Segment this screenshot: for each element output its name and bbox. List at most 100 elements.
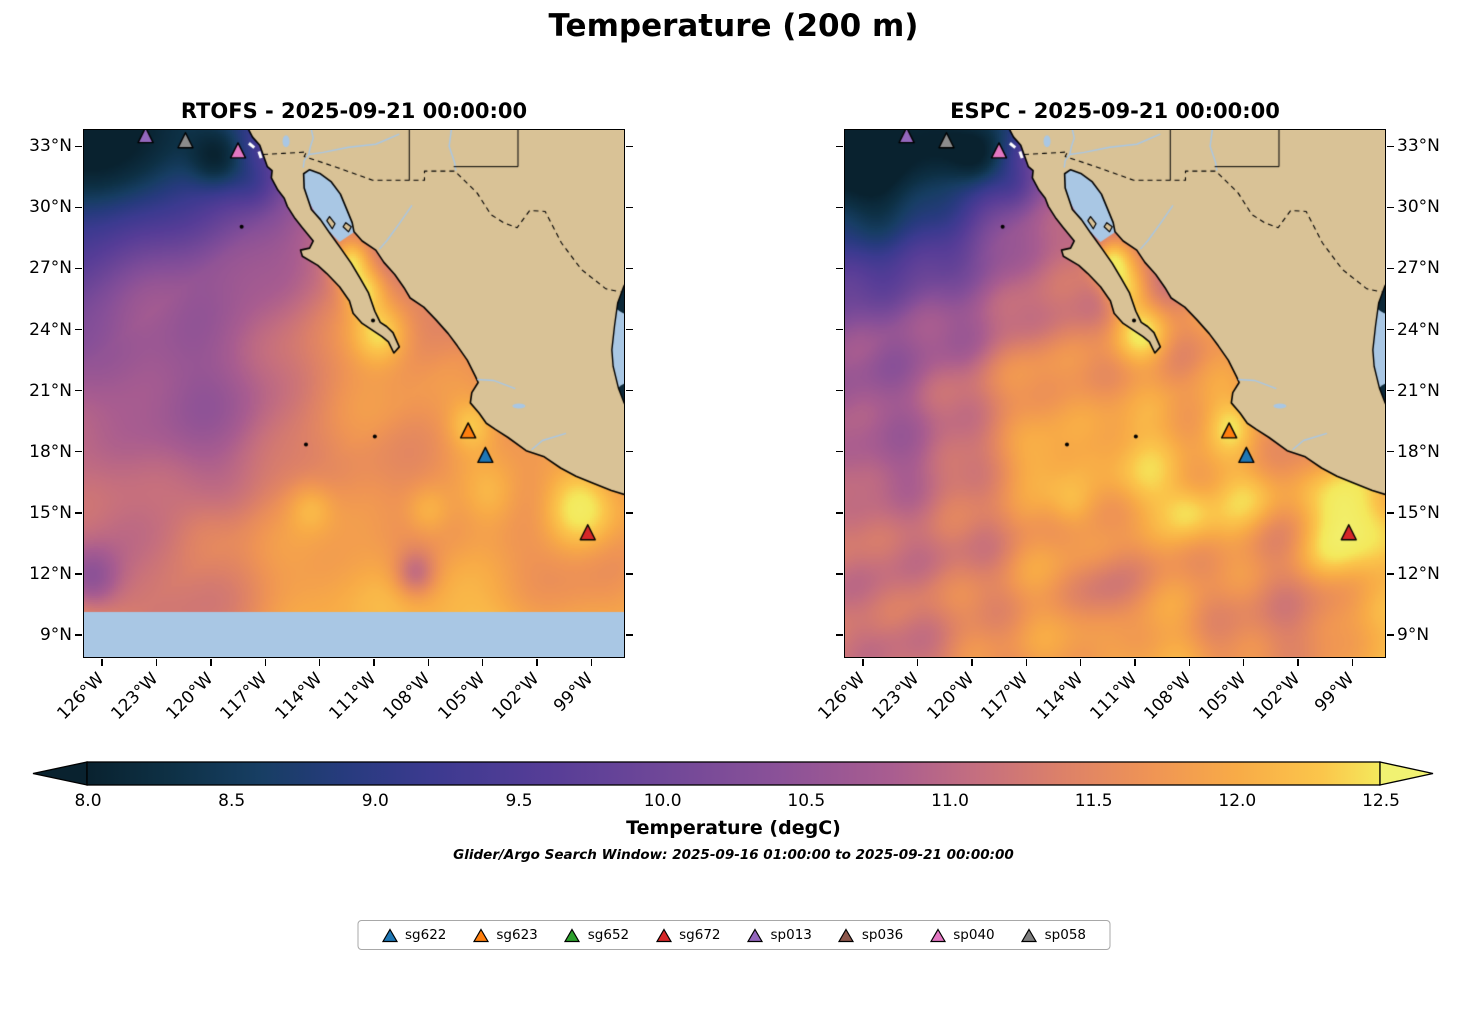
- y-tick-mark: [1387, 450, 1394, 453]
- colorbar-tick-label: 8.0: [74, 791, 102, 811]
- colorbar-gradient: [86, 761, 1381, 786]
- y-tick-mark: [626, 267, 633, 270]
- colorbar-extend-low: [32, 761, 88, 786]
- platform-triangle-icon: [929, 927, 946, 942]
- legend-item-sp036: sp036: [838, 927, 903, 943]
- platform-triangle-icon: [564, 927, 581, 942]
- legend-label: sg622: [405, 927, 447, 943]
- x-tick-mark: [481, 659, 484, 666]
- x-tick-mark: [1079, 659, 1082, 666]
- colorbar-tick-label: 12.0: [1218, 791, 1257, 811]
- x-tick-mark: [1134, 659, 1136, 666]
- platform-triangle-icon: [655, 927, 672, 942]
- x-tick-mark: [264, 659, 266, 666]
- colorbar-tick-label: 10.5: [787, 791, 826, 811]
- y-tick-mark: [836, 634, 843, 636]
- legend-label: sg652: [587, 927, 630, 943]
- y-tick-mark: [75, 328, 82, 331]
- y-tick-mark: [626, 512, 633, 514]
- y-tick-mark: [626, 450, 633, 453]
- platform-triangle-icon: [472, 927, 489, 942]
- x-tick-mark: [1025, 659, 1027, 666]
- legend-label: sp036: [861, 927, 904, 943]
- x-tick-mark: [101, 659, 103, 666]
- y-tick-mark: [1387, 512, 1394, 514]
- y-tick-mark: [626, 145, 633, 148]
- platform-triangle-icon: [746, 927, 764, 942]
- x-tick-mark: [1297, 659, 1299, 666]
- legend-item-sp013: sp013: [746, 927, 812, 943]
- legend-label: sp013: [770, 927, 812, 943]
- y-tick-mark: [1387, 328, 1394, 331]
- y-tick-mark: [836, 267, 843, 270]
- y-tick-mark: [75, 389, 82, 392]
- y-tick-mark: [626, 634, 633, 636]
- legend: sg622 sg623 sg652 sg672 sp013 sp036 sp040 sp058: [357, 920, 1110, 950]
- y-tick-mark: [626, 328, 633, 331]
- colorbar-label: Temperature (degC): [626, 817, 841, 839]
- y-tick-mark: [75, 512, 82, 514]
- legend-item-sg652: sg652: [564, 927, 629, 943]
- y-tick-mark: [1387, 145, 1394, 148]
- y-tick-mark: [1387, 206, 1394, 209]
- colorbar-tick-label: 8.5: [218, 791, 246, 811]
- y-tick-mark: [836, 389, 843, 392]
- y-tick-mark: [836, 512, 843, 514]
- y-tick-mark: [1387, 267, 1394, 270]
- colorbar-tick-label: 12.5: [1362, 791, 1400, 811]
- legend-item-sp058: sp058: [1021, 927, 1086, 943]
- x-tick-mark: [536, 659, 538, 666]
- map-canvas-rtofs: [84, 130, 624, 657]
- y-tick-mark: [75, 145, 82, 148]
- legend-label: sp058: [1044, 927, 1086, 943]
- y-tick-mark: [836, 145, 843, 148]
- legend-item-sp040: sp040: [929, 927, 995, 943]
- x-tick-mark: [427, 659, 430, 666]
- legend-item-sg622: sg622: [381, 927, 446, 943]
- colorbar-ticks: 8.0 8.5 9.0 9.5 10.0 10.5 11.0 11.5 12.0 12.5: [0, 791, 1467, 811]
- y-tick-mark: [75, 450, 82, 453]
- y-tick-mark: [1387, 389, 1394, 392]
- x-tick-mark: [971, 659, 973, 666]
- panel-title-espc: ESPC - 2025-09-21 00:00:00: [950, 99, 1280, 123]
- x-tick-mark: [318, 659, 321, 666]
- y-tick-mark: [75, 267, 82, 270]
- platform-triangle-icon: [1021, 927, 1038, 942]
- x-tick-mark: [1351, 659, 1354, 666]
- y-tick-mark: [626, 389, 633, 392]
- colorbar-tick-label: 11.0: [931, 791, 969, 811]
- y-tick-mark: [836, 450, 843, 453]
- x-tick-mark: [373, 659, 375, 666]
- y-tick-mark: [75, 573, 82, 575]
- legend-label: sg672: [679, 927, 721, 943]
- colorbar-tick-label: 10.0: [643, 791, 682, 811]
- x-tick-mark: [916, 659, 919, 666]
- platform-triangle-icon: [838, 927, 855, 942]
- x-tick-mark: [862, 659, 864, 666]
- y-tick-mark: [836, 573, 843, 575]
- legend-label: sg623: [496, 927, 538, 943]
- y-tick-mark: [836, 206, 843, 209]
- x-tick-mark: [1242, 659, 1245, 666]
- y-tick-mark: [626, 206, 633, 209]
- y-tick-mark: [75, 206, 82, 209]
- y-tick-mark: [1387, 634, 1394, 636]
- map-canvas-espc: [845, 130, 1385, 657]
- y-tick-mark: [75, 634, 82, 636]
- colorbar-tick-label: 9.0: [361, 791, 389, 811]
- x-tick-mark: [590, 659, 593, 666]
- platform-triangle-icon: [381, 927, 398, 942]
- colorbar-tick-label: 11.5: [1074, 791, 1113, 811]
- y-tick-mark: [1387, 573, 1394, 575]
- colorbar-extend-high: [1379, 761, 1434, 786]
- colorbar: [32, 761, 1434, 786]
- y-tick-mark: [626, 573, 633, 575]
- legend-label: sp040: [953, 927, 995, 943]
- panel-title-rtofs: RTOFS - 2025-09-21 00:00:00: [180, 99, 528, 123]
- x-tick-mark: [1188, 659, 1191, 666]
- map-panel-espc: 126°W 123°W 120°W 117°W 114°W 111°W 108°W 105°W…: [814, 129, 1440, 724]
- y-tick-mark: [836, 328, 843, 331]
- x-tick-mark: [210, 659, 212, 666]
- x-tick-mark: [155, 659, 158, 666]
